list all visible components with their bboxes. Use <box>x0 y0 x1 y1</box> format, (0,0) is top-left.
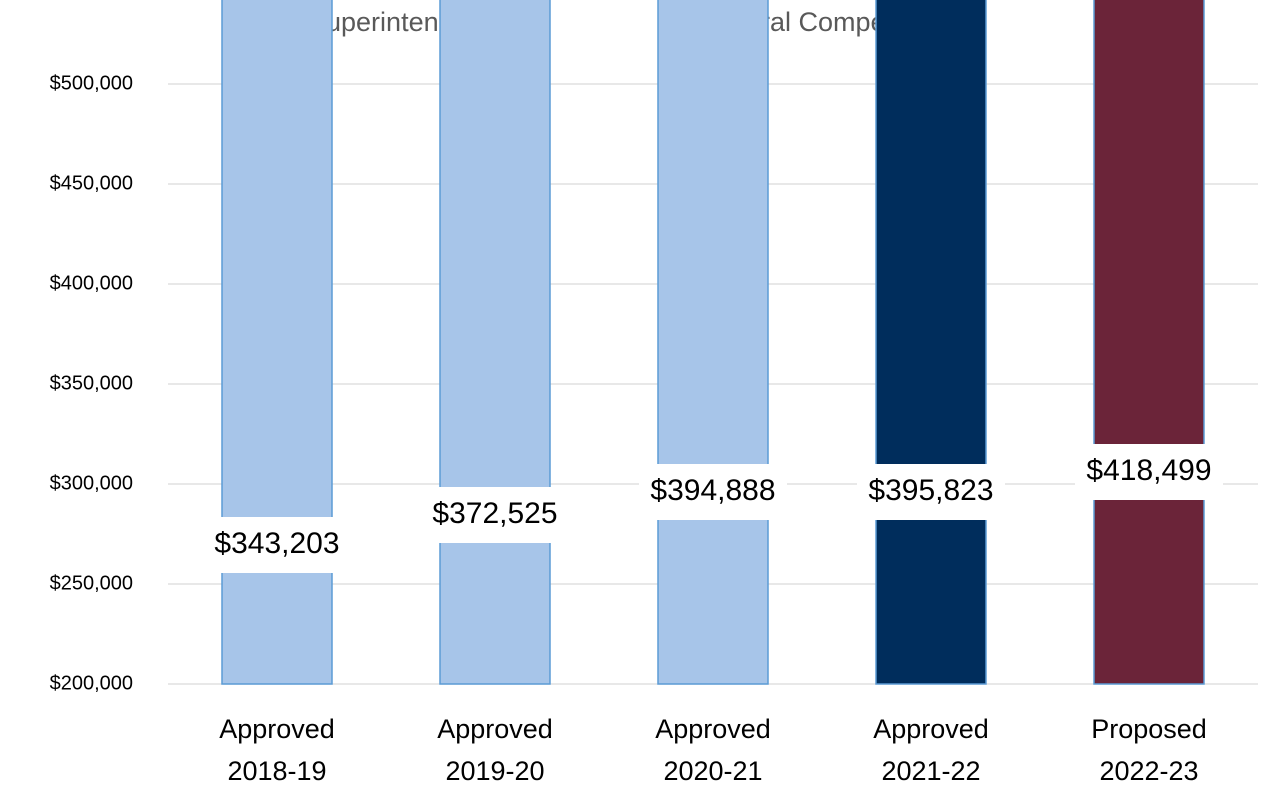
y-tick-label: $500,000 <box>50 72 133 94</box>
data-label: $418,499 <box>1086 454 1211 487</box>
y-tick-label: $200,000 <box>50 672 133 694</box>
bar-segment <box>439 0 551 685</box>
bar-segment <box>221 0 333 685</box>
data-label-bg <box>421 487 569 543</box>
x-tick-label: 2022-23 <box>1099 756 1198 786</box>
x-tick-label: Proposed <box>1091 714 1207 744</box>
data-label: $343,203 <box>214 527 339 560</box>
x-tick-label: Approved <box>655 714 771 744</box>
data-label-bg <box>857 464 1005 520</box>
x-tick-label: Approved <box>219 714 335 744</box>
y-tick-label: $450,000 <box>50 172 133 194</box>
x-tick-label: 2020-21 <box>663 756 762 786</box>
y-tick-label: $300,000 <box>50 472 133 494</box>
data-label: $372,525 <box>432 497 557 530</box>
bar-segment <box>657 0 769 685</box>
bar-segment <box>1093 0 1205 685</box>
bar-segment <box>875 0 987 685</box>
data-label-bg <box>203 517 351 573</box>
x-tick-label: 2021-22 <box>881 756 980 786</box>
x-tick-label: Approved <box>437 714 553 744</box>
x-tick-label: 2018-19 <box>227 756 326 786</box>
y-tick-label: $250,000 <box>50 572 133 594</box>
data-label: $395,823 <box>868 474 993 507</box>
data-label: $394,888 <box>650 474 775 507</box>
y-tick-label: $350,000 <box>50 372 133 394</box>
x-tick-label: Approved <box>873 714 989 744</box>
x-tick-label: 2019-20 <box>445 756 544 786</box>
y-tick-label: $400,000 <box>50 272 133 294</box>
data-label-bg <box>1075 444 1223 500</box>
data-label-bg <box>639 464 787 520</box>
